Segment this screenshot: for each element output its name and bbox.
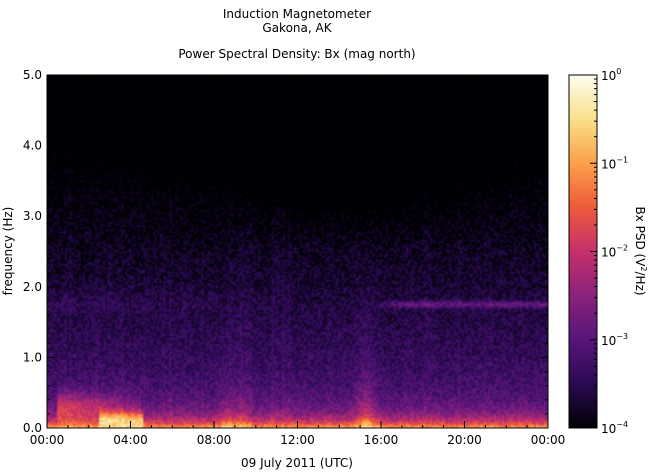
chart-subtitle: Power Spectral Density: Bx (mag north): [178, 47, 415, 61]
chart-title-line-2: Gakona, AK: [262, 21, 332, 35]
x-tick-label: 08:00: [197, 433, 232, 447]
x-tick-label: 04:00: [113, 433, 148, 447]
x-axis-label: 09 July 2011 (UTC): [241, 456, 353, 470]
x-tick-label: 00:00: [30, 433, 65, 447]
x-tick-label: 12:00: [280, 433, 315, 447]
y-tick-label: 0.0: [23, 421, 42, 435]
x-tick-label: 00:00: [531, 433, 566, 447]
colorbar-tick-label: 10−4: [601, 420, 628, 436]
y-tick-label: 2.0: [23, 280, 42, 294]
colorbar-tick-label: 10−1: [601, 155, 628, 171]
y-tick-label: 3.0: [23, 209, 42, 223]
colorbar-ticks: 100 10−1 10−2 10−3 10−4: [590, 67, 628, 436]
colorbar-tick-label: 100: [601, 67, 621, 83]
y-tick-label: 4.0: [23, 139, 42, 153]
y-tick-label: 1.0: [23, 350, 42, 364]
y-axis: 0.0 1.0 2.0 3.0 4.0 5.0: [23, 68, 548, 435]
plot-area: [46, 74, 549, 429]
x-tick-label: 16:00: [364, 433, 399, 447]
colorbar: 100 10−1 10−2 10−3 10−4 Bx PSD (V2/Hz): [568, 67, 648, 436]
chart-title-line-1: Induction Magnetometer: [223, 7, 371, 21]
colorbar-tick-label: 10−2: [601, 244, 628, 260]
colorbar-label: Bx PSD (V2/Hz): [633, 206, 648, 295]
x-axis: 00:00 04:00 08:00 12:00 16:00 20:00 00:00: [30, 75, 566, 447]
spectrogram-image: [47, 75, 548, 428]
colorbar-tick-label: 10−3: [601, 332, 628, 348]
y-tick-label: 5.0: [23, 68, 42, 82]
y-axis-label: frequency (Hz): [1, 207, 15, 296]
x-tick-label: 20:00: [447, 433, 482, 447]
